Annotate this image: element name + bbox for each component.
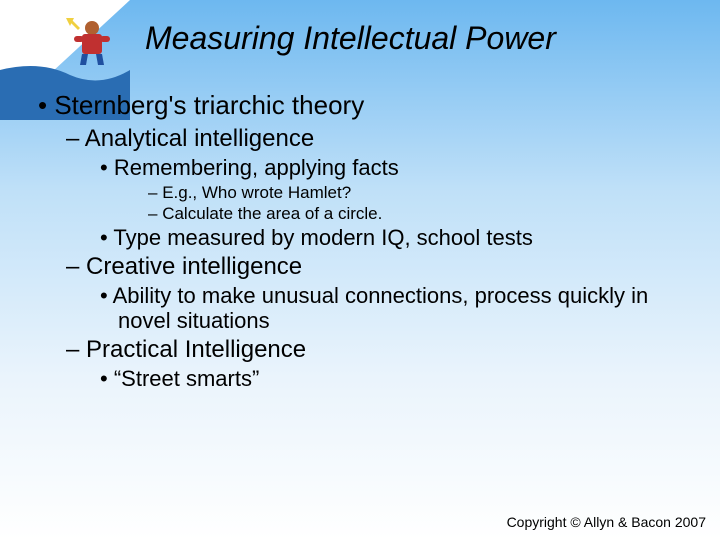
copyright-footer: Copyright © Allyn & Bacon 2007: [507, 514, 706, 530]
bullet-lvl4: E.g., Who wrote Hamlet?: [148, 183, 690, 203]
bullet-lvl2: Practical Intelligence: [66, 336, 690, 364]
bullet-lvl3: “Street smarts”: [100, 366, 690, 392]
bullet-lvl4: Calculate the area of a circle.: [148, 204, 690, 224]
bullet-lvl2: Analytical intelligence: [66, 125, 690, 153]
slide-title: Measuring Intellectual Power: [145, 20, 556, 57]
slide-body: Sternberg's triarchic theory Analytical …: [38, 90, 690, 394]
bullet-lvl1: Sternberg's triarchic theory: [38, 90, 690, 121]
bullet-lvl3: Ability to make unusual connections, pro…: [100, 283, 690, 334]
bullet-lvl3: Type measured by modern IQ, school tests: [100, 225, 690, 251]
bullet-lvl2: Creative intelligence: [66, 253, 690, 281]
bullet-lvl3: Remembering, applying facts: [100, 155, 690, 181]
